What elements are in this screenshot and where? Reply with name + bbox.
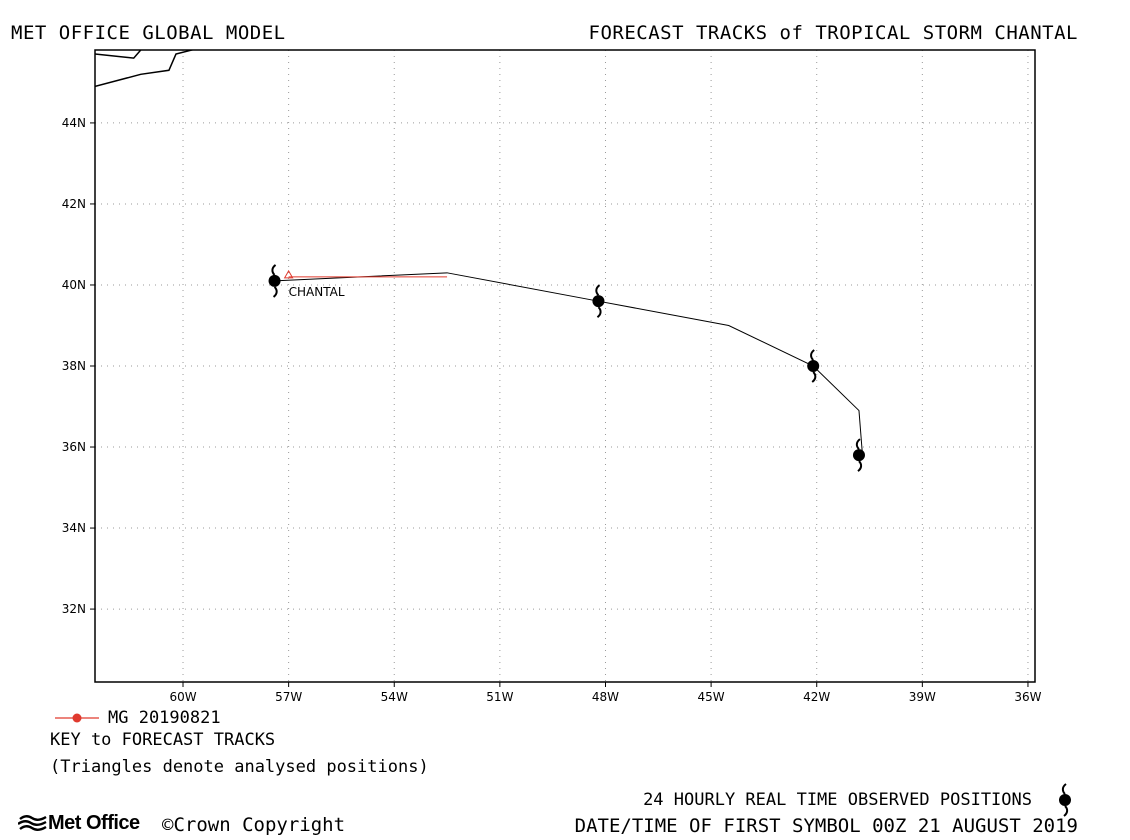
copyright-notice: ©Crown Copyright [162, 814, 345, 836]
tropical-storm-symbol [807, 349, 820, 383]
header-left-title: MET OFFICE GLOBAL MODEL [11, 22, 286, 44]
forecast-track-key-icon [55, 713, 99, 723]
key-note: (Triangles denote analysed positions) [50, 757, 429, 777]
map-frame [94, 49, 1036, 683]
storm-symbol-arm [595, 284, 601, 296]
lat-tick-label: 42N [62, 197, 86, 211]
lon-tick-label: 48W [592, 690, 619, 704]
storm-symbol-arm [596, 306, 602, 318]
storm-symbol-arm [272, 286, 278, 298]
lon-tick-label: 51W [486, 690, 513, 704]
tropical-storm-symbol [592, 284, 605, 318]
storm-symbol-arm [855, 438, 861, 450]
storm-symbol-arm [810, 349, 815, 361]
analysed-position-triangle [283, 269, 294, 279]
lon-tick-label: 42W [803, 690, 830, 704]
map-grid [95, 50, 1035, 682]
lat-tick-label: 36N [62, 440, 86, 454]
lon-tick-label: 36W [1014, 690, 1041, 704]
copyright-text: Crown Copyright [173, 814, 346, 836]
observed-track-line [274, 272, 863, 456]
storm-symbol-arm [271, 264, 277, 276]
coastline [95, 50, 195, 88]
lat-tick-label: 44N [62, 116, 86, 130]
coastline-segment [95, 50, 142, 59]
coastline-segment [95, 50, 195, 88]
latitude-axis: 44N 42N 40N 38N 36N 34N 32N [62, 116, 95, 616]
storm-symbol-core [592, 295, 605, 308]
tropical-storm-symbol [852, 438, 865, 472]
longitude-axis: 60W 57W 54W 51W 48W 45W 42W 39W 36W [169, 682, 1042, 704]
storm-name-label: CHANTAL [289, 285, 345, 299]
met-office-logo-icon [17, 815, 47, 831]
brand-name: Met Office [48, 812, 140, 834]
lat-tick-label: 34N [62, 521, 86, 535]
lat-tick-label: 32N [62, 602, 86, 616]
observed-positions-label: 24 HOURLY REAL TIME OBSERVED POSITIONS [643, 790, 1032, 810]
key-model-label: MG 20190821 [108, 708, 221, 728]
lon-tick-label: 39W [909, 690, 936, 704]
lon-tick-label: 57W [275, 690, 302, 704]
lat-tick-label: 40N [62, 278, 86, 292]
lat-tick-label: 38N [62, 359, 86, 373]
key-title: KEY to FORECAST TRACKS [50, 730, 276, 750]
storm-symbol-arm [811, 371, 817, 383]
lon-tick-label: 60W [169, 690, 196, 704]
storm-symbol-core [852, 449, 865, 462]
first-symbol-date: DATE/TIME OF FIRST SYMBOL 00Z 21 AUGUST … [574, 815, 1078, 837]
tropical-storm-icon [1059, 783, 1071, 817]
lon-tick-label: 54W [381, 690, 408, 704]
tropical-storm-symbol [268, 264, 281, 298]
header-right-title: FORECAST TRACKS of TROPICAL STORM CHANTA… [588, 22, 1078, 44]
copyright-symbol: © [162, 814, 174, 836]
storm-symbol-core [807, 360, 820, 372]
lon-tick-label: 45W [698, 690, 725, 704]
storm-symbol-arm [857, 460, 863, 472]
storm-symbol-core [268, 274, 281, 287]
met-office-logo: Met Office [17, 812, 140, 835]
track-layer [268, 264, 865, 472]
